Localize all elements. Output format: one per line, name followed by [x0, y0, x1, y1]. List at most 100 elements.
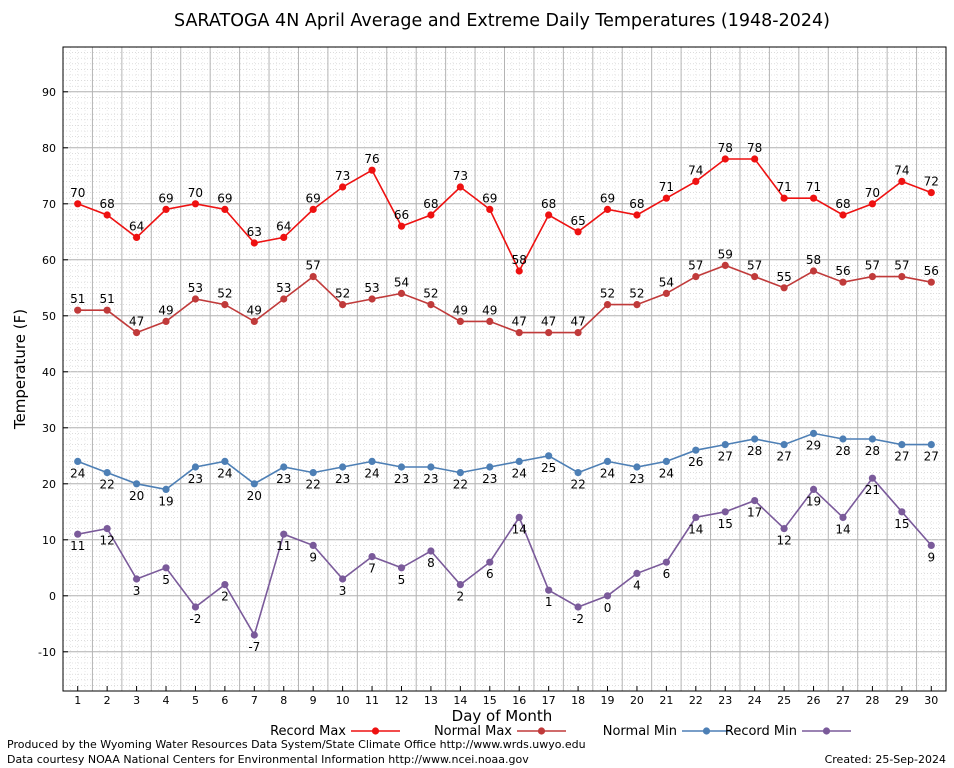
record-max-point [721, 155, 729, 163]
normal-min-point [486, 463, 494, 471]
x-tick-label: 23 [718, 694, 732, 707]
x-tick-label: 2 [104, 694, 111, 707]
record-max-point [574, 228, 582, 236]
record-max-point [280, 233, 288, 241]
normal-min-point [751, 435, 759, 443]
record-max-data-label: 64 [129, 219, 144, 233]
normal-max-point [456, 317, 464, 325]
record-min-point [280, 530, 288, 538]
normal-max-data-label: 57 [894, 259, 909, 273]
record-max-data-label: 68 [629, 197, 644, 211]
normal-max-point [633, 301, 641, 309]
record-min-data-label: -2 [572, 612, 584, 626]
record-min-point [191, 603, 200, 611]
normal-min-point [898, 441, 906, 449]
normal-max-point [368, 295, 376, 303]
x-tick-label: 8 [280, 694, 287, 707]
normal-min-point [309, 469, 317, 477]
record-max-data-label: 70 [188, 186, 203, 200]
normal-min-point [191, 463, 200, 471]
normal-min-data-label: 24 [70, 466, 85, 480]
record-min-data-label: 9 [927, 550, 935, 564]
record-min-point [486, 558, 494, 566]
record-max-data-label: 74 [688, 163, 703, 177]
x-tick-label: 6 [221, 694, 228, 707]
record-min-point [427, 547, 435, 555]
legend-label-record-max: Record Max [270, 724, 346, 739]
normal-max-data-label: 57 [688, 259, 703, 273]
record-max-data-label: 69 [600, 191, 615, 205]
x-tick-label: 30 [924, 694, 938, 707]
x-tick-label: 18 [571, 694, 585, 707]
normal-min-data-label: 25 [541, 461, 556, 475]
record-max-data-label: 73 [335, 169, 350, 183]
record-max-data-label: 78 [718, 141, 733, 155]
record-max-point [427, 211, 435, 219]
x-tick-label: 1 [74, 694, 81, 707]
plot-area-frame [62, 46, 947, 692]
x-axis-label: Day of Month [452, 707, 553, 725]
record-max-data-label: 69 [306, 191, 321, 205]
record-max-data-label: 73 [453, 169, 468, 183]
record-min-data-label: 19 [806, 494, 821, 508]
normal-max-point [103, 306, 111, 314]
record-max-line [77, 158, 932, 273]
record-max-data-label: 69 [158, 191, 173, 205]
record-max-data-label: 64 [276, 219, 291, 233]
record-max-data-label: 74 [894, 163, 909, 177]
record-min-data-label: 14 [688, 522, 703, 536]
normal-max-data-label: 49 [247, 303, 262, 317]
normal-min-point [103, 469, 111, 477]
record-min-point [839, 513, 847, 522]
x-tick-label: 10 [336, 694, 350, 707]
normal-max-point [574, 329, 582, 337]
normal-max-data-label: 54 [659, 275, 674, 289]
record-min-point [603, 592, 612, 600]
normal-min-data-label: 22 [306, 478, 321, 492]
record-min-point [780, 525, 788, 533]
normal-max-data-label: 57 [747, 259, 762, 273]
x-tick-label: 13 [424, 694, 438, 707]
normal-min-data-label: 28 [835, 444, 850, 458]
record-min-point [368, 553, 376, 561]
normal-max-data-label: 57 [306, 259, 321, 273]
normal-max-data-label: 52 [217, 287, 232, 301]
normal-min-data-label: 20 [247, 489, 262, 503]
x-tick-label: 28 [865, 694, 879, 707]
normal-max-point [662, 289, 670, 297]
normal-min-data-label: 24 [600, 466, 615, 480]
record-min-data-label: 12 [100, 534, 115, 548]
normal-min-data-label: 24 [512, 466, 527, 480]
normal-max-point [132, 329, 141, 337]
normal-max-point [397, 289, 406, 297]
x-tick-label: 14 [453, 694, 467, 707]
normal-min-data-label: 24 [659, 466, 674, 480]
normal-max-point [280, 295, 288, 303]
record-min-data-label: 6 [663, 567, 671, 581]
normal-min-data-label: 27 [776, 450, 791, 464]
normal-max-data-label: 49 [453, 303, 468, 317]
record-min-data-label: 14 [512, 522, 527, 536]
legend-label-normal-min: Normal Min [603, 724, 677, 739]
y-tick-label: 90 [42, 86, 56, 99]
record-max-point [339, 183, 347, 191]
normal-min-point [633, 463, 641, 471]
normal-min-data-label: 22 [453, 478, 468, 492]
y-tick-label: 70 [42, 198, 56, 211]
normal-max-data-label: 53 [364, 281, 379, 295]
record-max-data-label: 65 [570, 214, 585, 228]
legend-marker-normal-min [702, 727, 711, 735]
normal-min-data-label: 22 [570, 478, 585, 492]
normal-max-data-label: 58 [806, 253, 821, 267]
record-max-data-label: 72 [924, 175, 939, 189]
record-min-point [162, 564, 170, 572]
normal-min-data-label: 23 [335, 472, 350, 486]
record-min-point [662, 558, 670, 566]
normal-min-point [809, 429, 818, 437]
legend-marker-record-min [822, 727, 831, 735]
x-tick-label: 17 [542, 694, 556, 707]
normal-min-point [456, 469, 464, 477]
normal-min-point [397, 463, 406, 471]
